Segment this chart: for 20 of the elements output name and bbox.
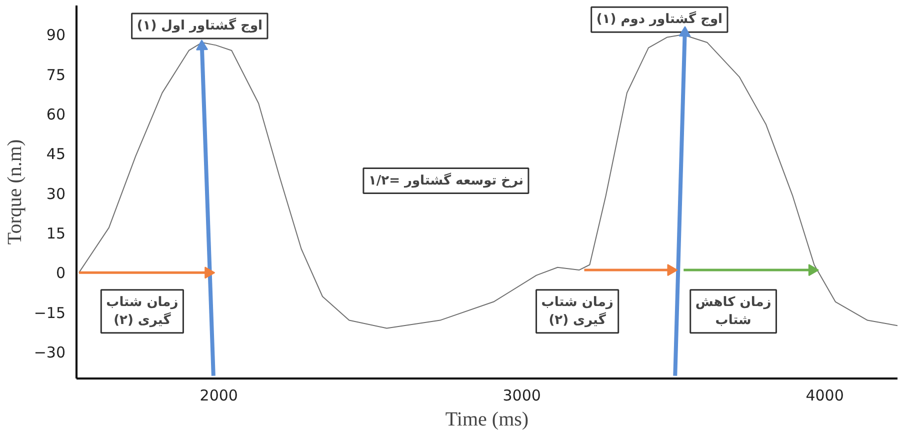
y-tick-label: −15	[34, 304, 66, 322]
y-tick-label: 90	[46, 26, 66, 44]
y-tick-label: 0	[56, 264, 66, 282]
annotation: زمان کاهش شتاب	[695, 294, 772, 328]
x-tick-label: 2000	[200, 386, 238, 404]
annotation: ۱/۲= نرخ توسعه گشتاور	[368, 172, 524, 188]
annotation: اوج گشتاور دوم (۱)	[596, 11, 722, 28]
y-tick-label: 75	[46, 66, 66, 84]
annotation: اوج گشتاور اول (۱)	[136, 18, 263, 34]
y-tick-label: 45	[46, 145, 66, 164]
annotation: زمان شتاب گیری (۲)	[541, 294, 614, 328]
y-axis-title: Torque (n.m)	[4, 139, 26, 245]
x-tick-label: 3000	[502, 386, 541, 404]
y-tick-label: 60	[46, 105, 66, 124]
annotation: زمان شتاب گیری (۲)	[106, 294, 178, 328]
x-axis-title: Time (ms)	[445, 408, 529, 430]
y-tick-label: 15	[46, 224, 66, 243]
y-tick-label: −30	[34, 344, 66, 362]
x-tick-label: 4000	[806, 386, 844, 404]
y-tick-label: 30	[46, 184, 66, 203]
